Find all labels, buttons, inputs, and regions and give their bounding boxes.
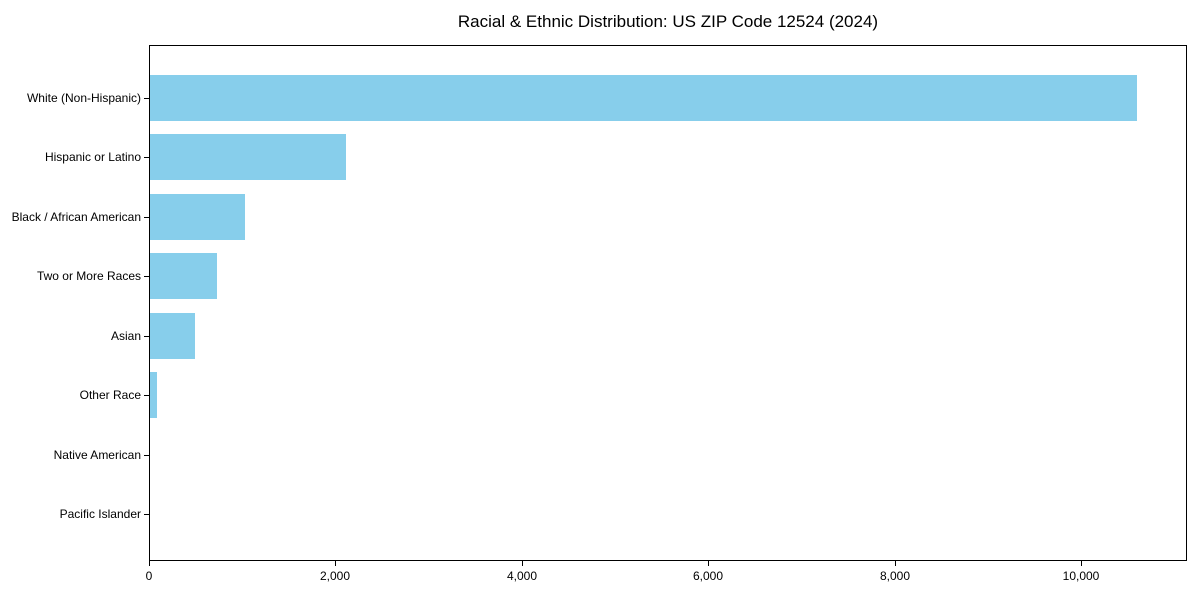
- x-tick-mark: [149, 561, 150, 566]
- y-tick-mark: [144, 276, 149, 278]
- x-tick-label: 6,000: [692, 569, 724, 583]
- y-tick-mark: [144, 157, 149, 159]
- y-axis-label: Asian: [110, 328, 141, 343]
- x-tick-label: 8,000: [879, 569, 911, 583]
- y-tick-mark: [144, 335, 149, 337]
- y-axis-label: Hispanic or Latino: [44, 150, 141, 165]
- bar-other-race: [150, 372, 157, 419]
- y-axis-label: Black / African American: [11, 209, 141, 224]
- y-axis-label: Pacific Islander: [59, 507, 141, 521]
- x-tick-label: 2,000: [319, 569, 351, 583]
- y-tick-mark: [144, 514, 149, 515]
- x-tick-mark: [1081, 561, 1082, 566]
- x-tick-mark: [708, 561, 709, 566]
- x-tick-label: 4,000: [506, 569, 538, 583]
- x-tick-mark: [522, 561, 523, 566]
- x-tick-mark: [895, 561, 896, 566]
- x-tick-label: 0: [145, 569, 153, 583]
- bar-asian: [150, 312, 195, 359]
- x-tick-label: 10,000: [1062, 569, 1100, 583]
- y-tick-mark: [144, 395, 149, 397]
- y-axis-label: Native American: [53, 447, 141, 462]
- bar-black-african-american: [150, 193, 245, 240]
- y-tick-mark: [144, 216, 149, 218]
- bar-two-or-more-races: [150, 253, 217, 300]
- x-tick-mark: [335, 561, 336, 566]
- bar-hispanic-or-latino: [150, 134, 346, 181]
- y-tick-mark: [144, 98, 149, 99]
- plot-area: [149, 45, 1187, 561]
- y-axis-label: Other Race: [79, 388, 141, 403]
- bar-white-non-hispanic: [150, 75, 1137, 121]
- y-tick-mark: [144, 454, 149, 456]
- y-axis-label: White (Non-Hispanic): [26, 91, 141, 105]
- y-axis-label: Two or More Races: [36, 269, 141, 284]
- chart-title: Racial & Ethnic Distribution: US ZIP Cod…: [457, 12, 879, 31]
